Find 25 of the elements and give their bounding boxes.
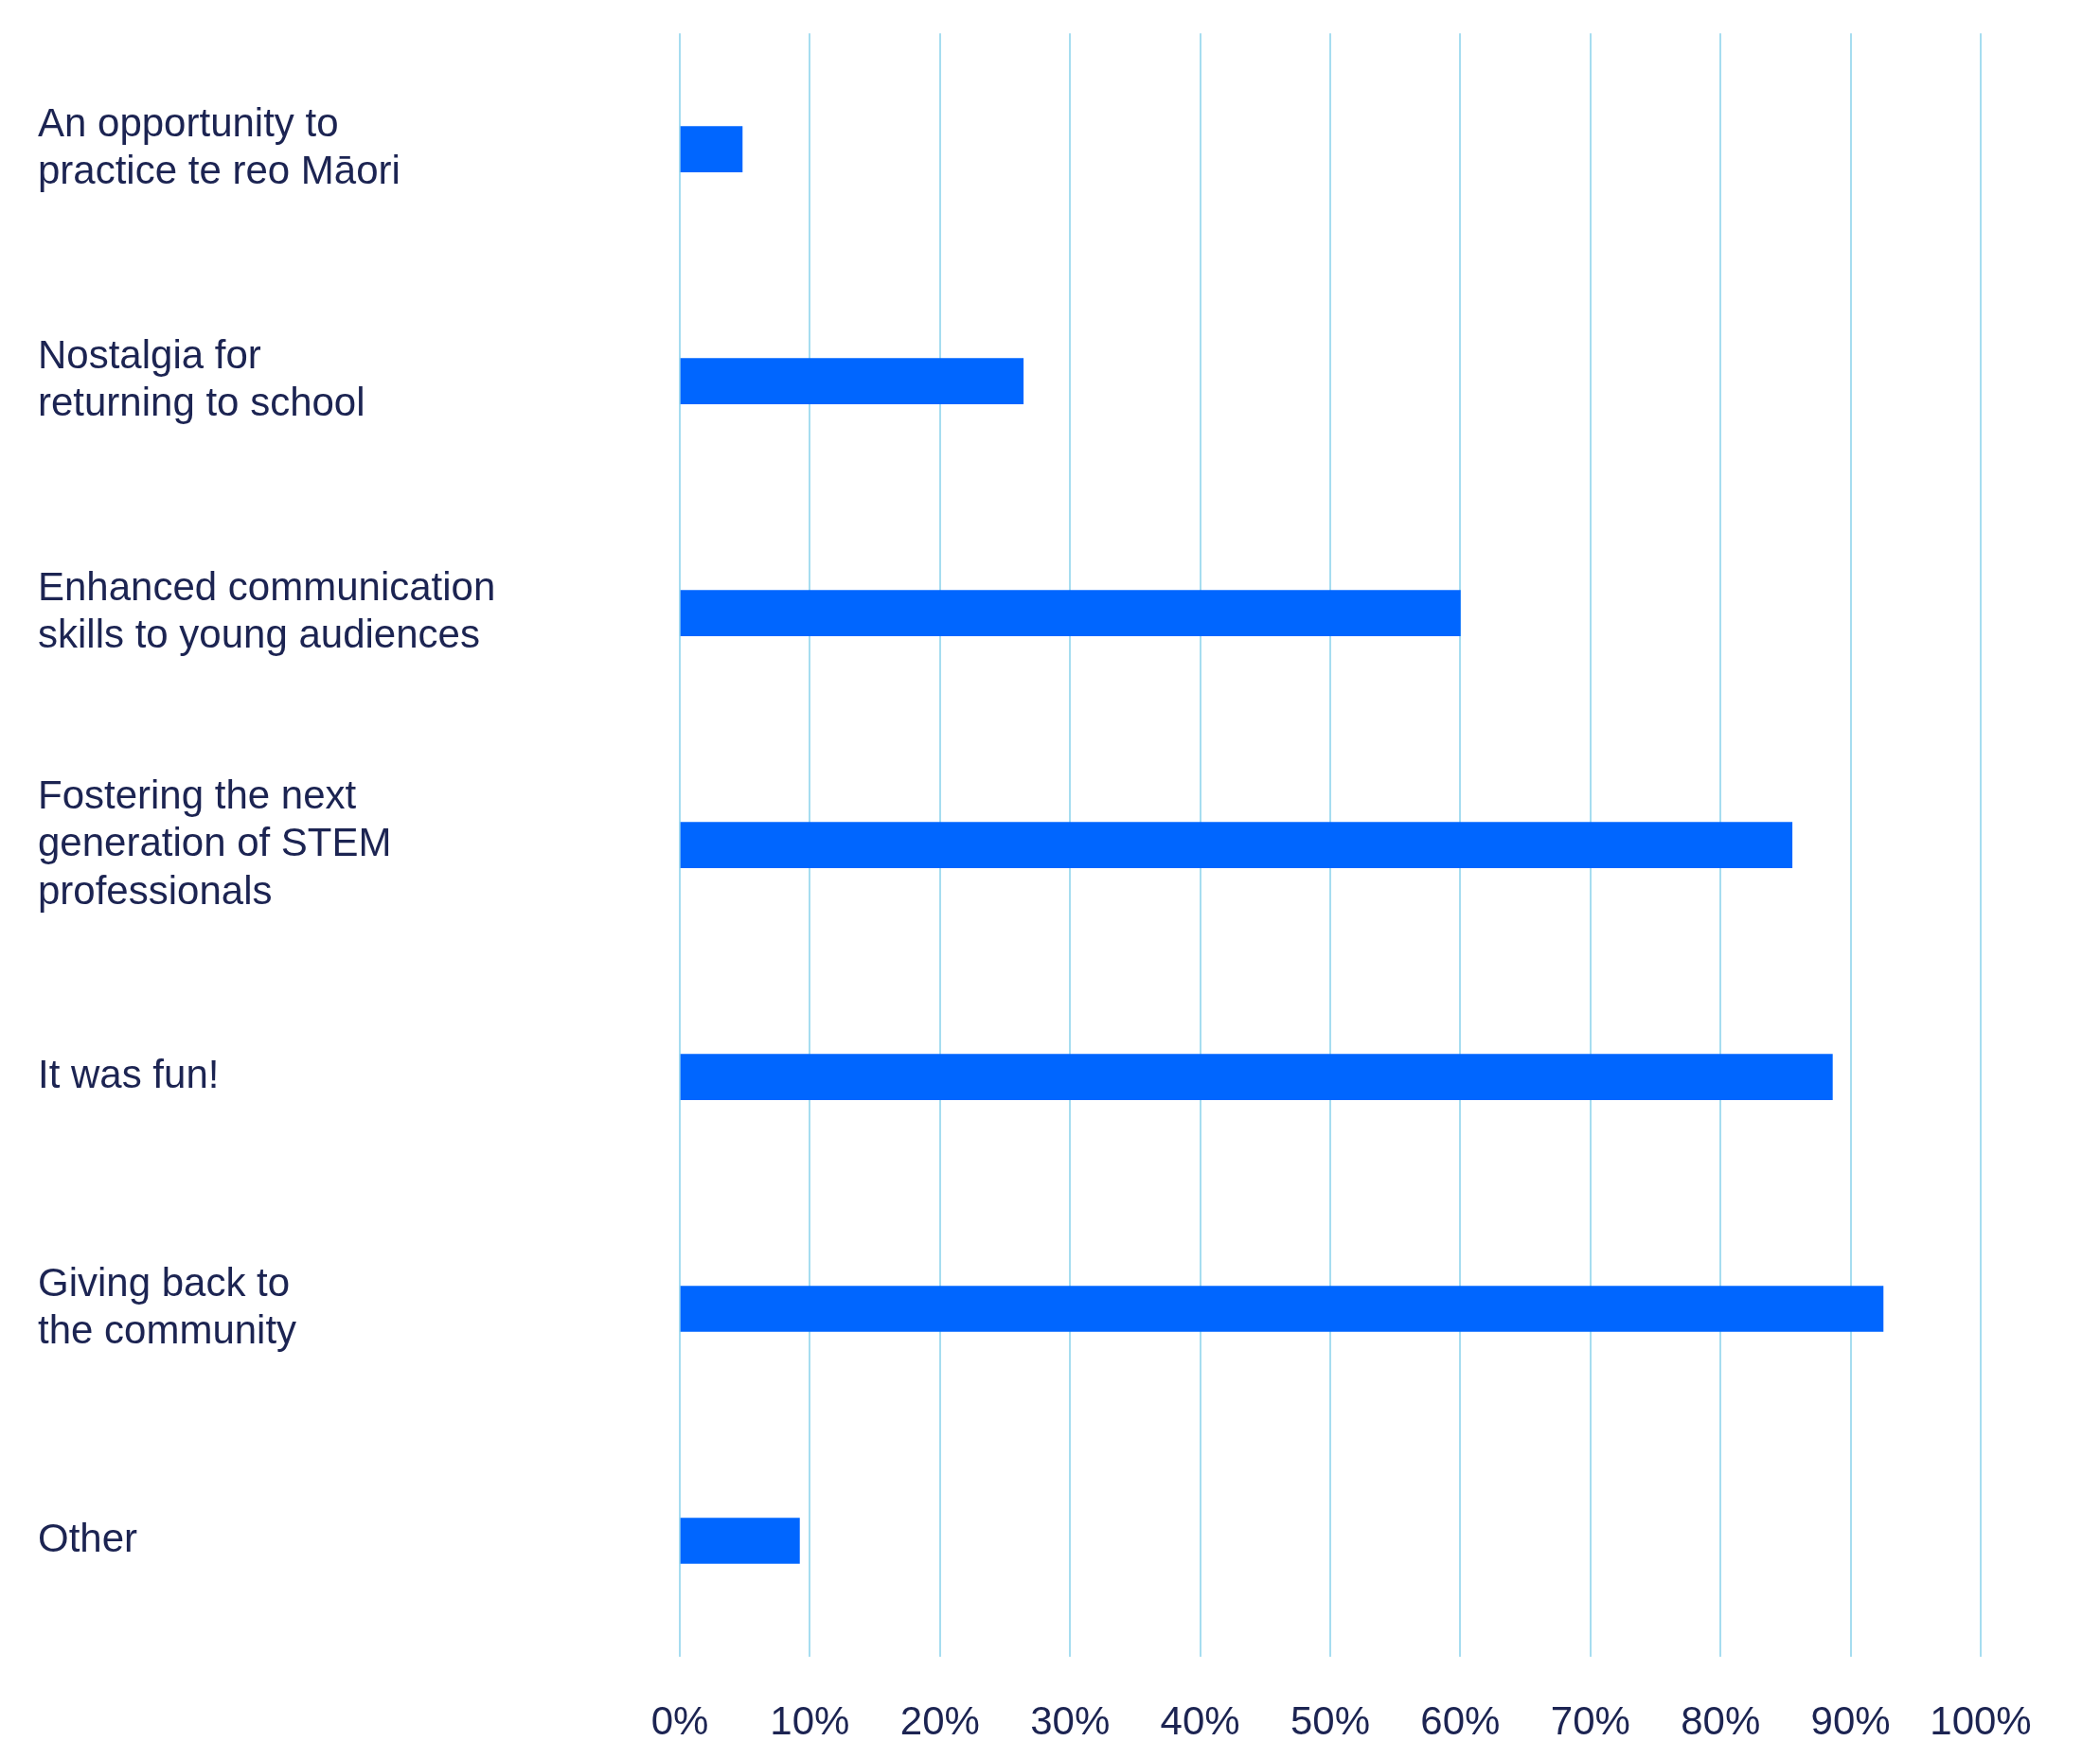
x-tick-label: 20%	[899, 1697, 980, 1741]
x-tick-label: 30%	[1030, 1697, 1111, 1741]
y-tick-label: Enhanced communication skills to young audiences	[38, 564, 496, 657]
bar	[680, 126, 743, 173]
bar	[680, 1518, 800, 1564]
bar	[680, 590, 1461, 636]
bar	[680, 822, 1793, 868]
y-tick-label: An opportunity to practice te reo Māori	[38, 100, 400, 193]
x-tick-label: 50%	[1290, 1697, 1371, 1741]
y-tick-label: Fostering the next generation of STEM professionals	[38, 772, 392, 913]
x-tick-label: 60%	[1420, 1697, 1501, 1741]
x-tick-label: 70%	[1550, 1697, 1630, 1741]
bar	[680, 1054, 1833, 1100]
y-tick-label: Nostalgia for returning to school	[38, 332, 365, 425]
y-tick-label: Giving back to the community	[38, 1259, 297, 1353]
x-tick-label: 80%	[1681, 1697, 1761, 1741]
x-tick-label: 90%	[1810, 1697, 1891, 1741]
x-tick-label: 100%	[1930, 1697, 2032, 1741]
y-tick-label: It was fun!	[38, 1052, 220, 1097]
bar	[680, 358, 1024, 404]
bar	[680, 1286, 1884, 1332]
x-tick-label: 10%	[770, 1697, 850, 1741]
x-tick-label: 0%	[650, 1697, 709, 1741]
x-tick-label: 40%	[1160, 1697, 1240, 1741]
y-tick-label: Other	[38, 1516, 138, 1561]
